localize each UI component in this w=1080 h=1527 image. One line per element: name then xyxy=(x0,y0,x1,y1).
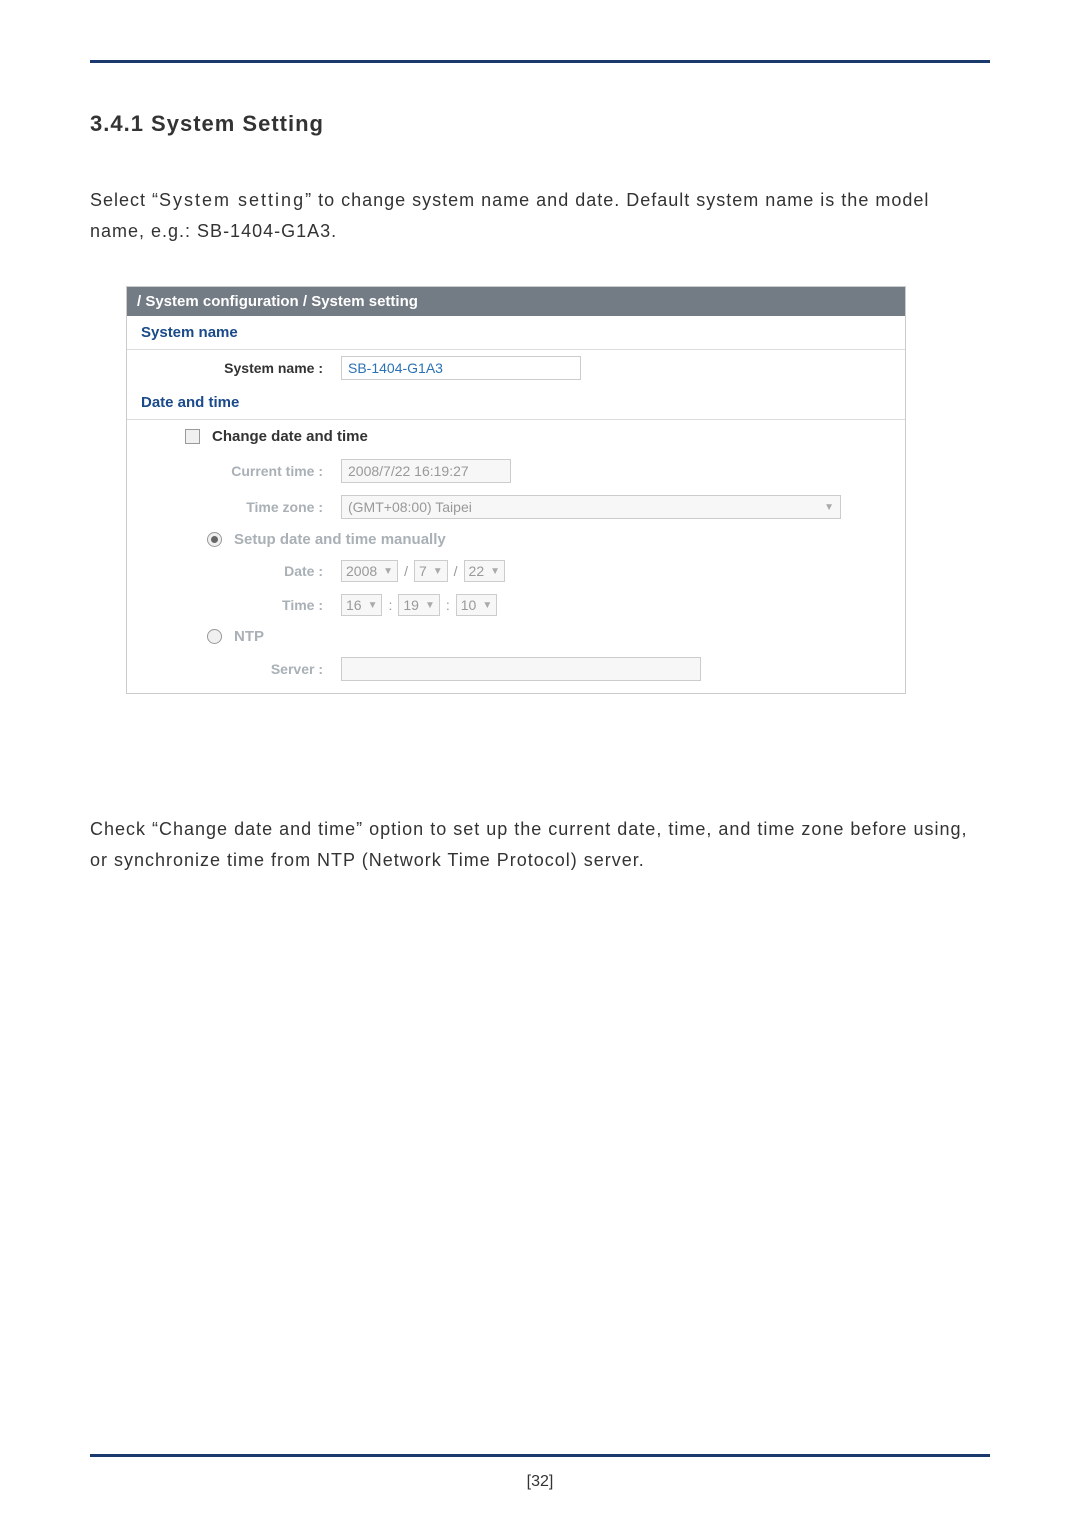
bottom-quoted: Change date and time xyxy=(159,819,356,839)
time-selects: 16▼ : 19▼ : 10▼ xyxy=(341,594,497,616)
time-zone-label: Time zone : xyxy=(141,499,341,515)
time-zone-value: (GMT+08:00) Taipei xyxy=(348,499,472,515)
setup-manual-label: Setup date and time manually xyxy=(234,531,446,548)
ntp-row: NTP xyxy=(127,622,905,651)
intro-prefix: Select “ xyxy=(90,190,159,210)
time-zone-select[interactable]: (GMT+08:00) Taipei ▼ xyxy=(341,495,841,519)
breadcrumb: / System configuration / System setting xyxy=(127,287,905,316)
setup-manual-row: Setup date and time manually xyxy=(127,525,905,554)
settings-panel: / System configuration / System setting … xyxy=(126,286,906,694)
date-separator: / xyxy=(404,563,408,579)
page-number: [32] xyxy=(0,1473,1080,1491)
ntp-server-input[interactable] xyxy=(341,657,701,681)
current-time-row: Current time : xyxy=(127,453,905,489)
date-separator: / xyxy=(454,563,458,579)
system-name-section-header: System name xyxy=(127,316,905,350)
chevron-down-icon: ▼ xyxy=(425,600,435,611)
current-time-input xyxy=(341,459,511,483)
current-time-label: Current time : xyxy=(141,463,341,479)
chevron-down-icon: ▼ xyxy=(383,566,393,577)
bottom-rule xyxy=(90,1454,990,1457)
date-selects: 2008▼ / 7▼ / 22▼ xyxy=(341,560,505,582)
setup-manual-radio[interactable] xyxy=(207,532,222,547)
time-zone-row: Time zone : (GMT+08:00) Taipei ▼ xyxy=(127,489,905,525)
chevron-down-icon: ▼ xyxy=(368,600,378,611)
hour-select[interactable]: 16▼ xyxy=(341,594,382,616)
chevron-down-icon: ▼ xyxy=(824,502,834,513)
system-name-label: System name : xyxy=(141,360,341,376)
change-date-time-row: Change date and time xyxy=(127,420,905,453)
chevron-down-icon: ▼ xyxy=(433,566,443,577)
bottom-paragraph: Check “Change date and time” option to s… xyxy=(90,814,990,875)
page-container: 3.4.1 System Setting Select “System sett… xyxy=(0,0,1080,875)
ntp-radio[interactable] xyxy=(207,629,222,644)
system-name-input[interactable] xyxy=(341,356,581,380)
server-label: Server : xyxy=(141,661,341,677)
change-date-time-label: Change date and time xyxy=(212,428,368,445)
ntp-label: NTP xyxy=(234,628,264,645)
minute-select[interactable]: 19▼ xyxy=(398,594,439,616)
time-separator: : xyxy=(446,597,450,613)
intro-paragraph: Select “System setting” to change system… xyxy=(90,185,990,246)
time-separator: : xyxy=(388,597,392,613)
day-select[interactable]: 22▼ xyxy=(464,560,505,582)
radio-dot-icon xyxy=(211,536,218,543)
month-select[interactable]: 7▼ xyxy=(414,560,448,582)
year-select[interactable]: 2008▼ xyxy=(341,560,398,582)
date-time-section-header: Date and time xyxy=(127,386,905,420)
chevron-down-icon: ▼ xyxy=(482,600,492,611)
time-label: Time : xyxy=(141,597,341,613)
change-date-time-checkbox[interactable] xyxy=(185,429,200,444)
intro-quoted: System setting xyxy=(159,190,305,210)
time-row: Time : 16▼ : 19▼ : 10▼ xyxy=(127,588,905,622)
section-heading: 3.4.1 System Setting xyxy=(90,111,990,137)
bottom-prefix: Check “ xyxy=(90,819,159,839)
chevron-down-icon: ▼ xyxy=(490,566,500,577)
date-label: Date : xyxy=(141,563,341,579)
system-name-row: System name : xyxy=(127,350,905,386)
date-row: Date : 2008▼ / 7▼ / 22▼ xyxy=(127,554,905,588)
top-rule xyxy=(90,60,990,63)
second-select[interactable]: 10▼ xyxy=(456,594,497,616)
server-row: Server : xyxy=(127,651,905,693)
